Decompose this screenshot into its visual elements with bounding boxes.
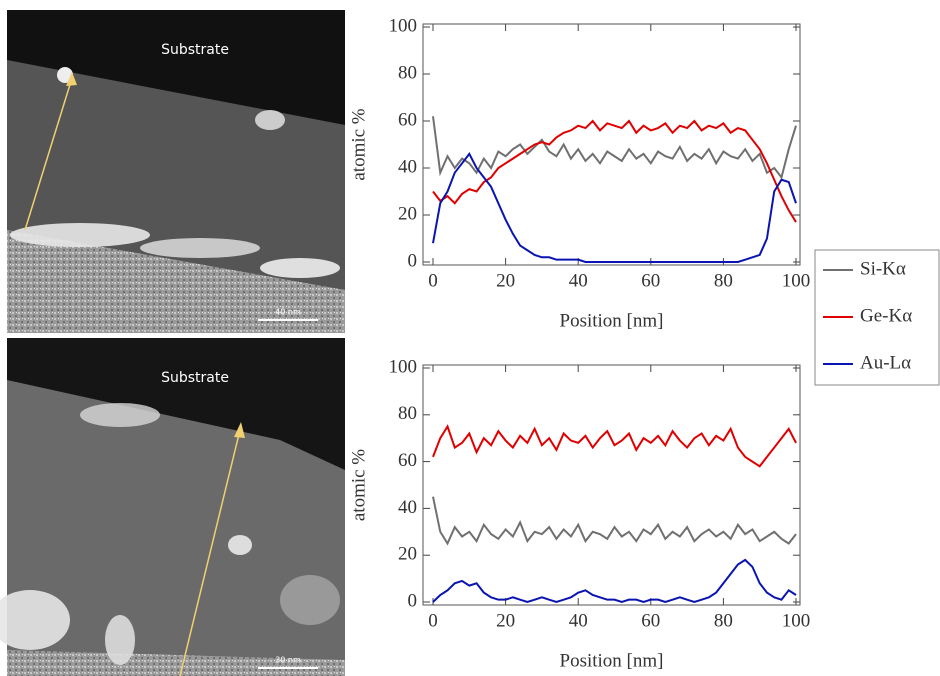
x-tick-label: 20 bbox=[496, 610, 515, 631]
x-tick-label: 40 bbox=[569, 270, 588, 291]
x-tick-label: 20 bbox=[496, 270, 515, 291]
x-tick-label: 80 bbox=[714, 270, 733, 291]
plot-frame bbox=[423, 24, 800, 265]
x-tick-label: 100 bbox=[782, 610, 811, 631]
x-tick-label: 0 bbox=[428, 610, 438, 631]
y-tick-label: 60 bbox=[398, 450, 417, 471]
legend-label: Au-Lα bbox=[860, 352, 911, 373]
x-tick-label: 60 bbox=[641, 270, 660, 291]
y-tick-label: 80 bbox=[398, 62, 417, 83]
x-tick-label: 80 bbox=[714, 610, 733, 631]
data-line bbox=[433, 497, 796, 544]
y-tick-label: 20 bbox=[398, 203, 417, 224]
y-tick-label: 100 bbox=[389, 15, 418, 36]
y-tick-label: 40 bbox=[398, 156, 417, 177]
x-axis-label: Position [nm] bbox=[560, 310, 664, 331]
y-tick-label: 100 bbox=[389, 356, 418, 377]
y-tick-label: 0 bbox=[408, 590, 418, 611]
legend: Si-Kα Ge-Kα Au-Lα bbox=[815, 250, 939, 385]
legend-label: Ge-Kα bbox=[860, 305, 912, 326]
x-axis-label: Position [nm] bbox=[560, 650, 664, 671]
plot-frame bbox=[423, 365, 800, 605]
charts: 0 20 40 60 80 100 0 20 40 60 80 100 Position [nm] ato… bbox=[0, 0, 940, 676]
x-tick-label: 100 bbox=[782, 270, 811, 291]
legend-label: Si-Kα bbox=[860, 258, 906, 279]
y-tick-label: 20 bbox=[398, 544, 417, 565]
y-tick-label: 40 bbox=[398, 497, 417, 518]
y-axis-label: atomic % bbox=[348, 108, 369, 180]
x-tick-label: 0 bbox=[428, 270, 438, 291]
y-tick-label: 60 bbox=[398, 109, 417, 130]
data-line bbox=[433, 560, 796, 602]
data-line bbox=[433, 427, 796, 467]
y-tick-label: 0 bbox=[408, 250, 418, 271]
data-line bbox=[433, 121, 796, 222]
y-axis-label: atomic % bbox=[348, 449, 369, 521]
figure: Substrate 40 nm Substrate 30 nm 02040608… bbox=[0, 0, 940, 676]
data-line bbox=[433, 154, 796, 262]
x-tick-label: 60 bbox=[641, 610, 660, 631]
x-tick-label: 40 bbox=[569, 610, 588, 631]
y-tick-label: 80 bbox=[398, 403, 417, 424]
